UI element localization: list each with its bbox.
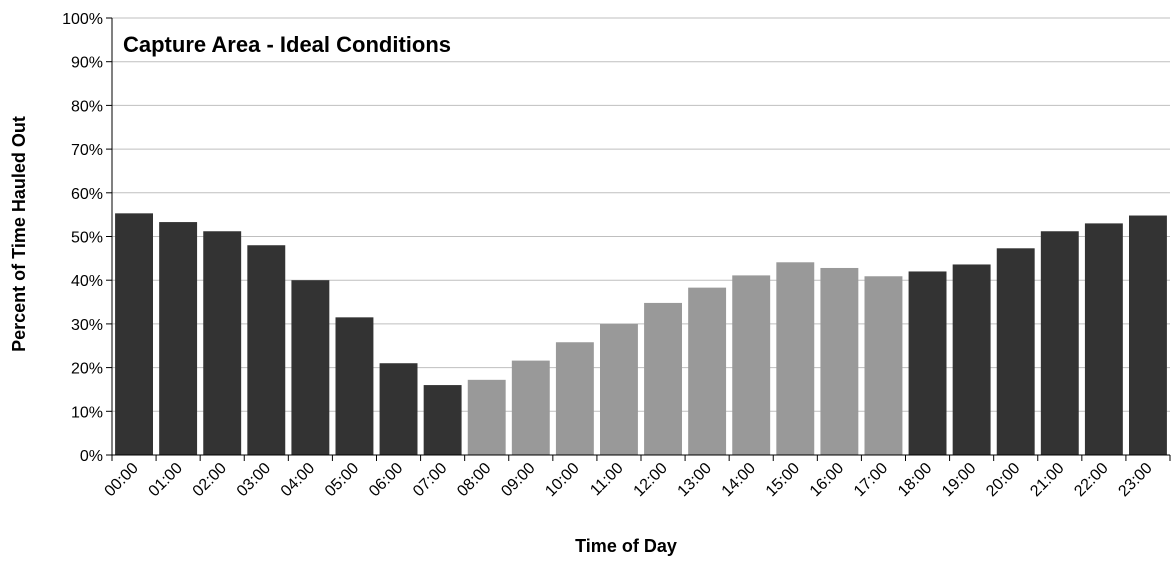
bar	[688, 287, 727, 455]
x-tick-label: 20:00	[983, 460, 1023, 500]
bar	[511, 360, 550, 455]
x-tick-label: 15:00	[763, 460, 803, 500]
bar	[247, 245, 286, 455]
bars	[115, 213, 1167, 455]
x-tick-label: 08:00	[454, 460, 494, 500]
x-tick-label: 00:00	[102, 460, 142, 500]
bar	[952, 264, 991, 455]
bar	[644, 302, 682, 455]
axes	[106, 17, 1171, 461]
y-tick-label: 80%	[71, 98, 103, 115]
y-tick-label: 30%	[71, 317, 103, 334]
y-tick-label: 50%	[71, 230, 103, 247]
x-tick-label: 19:00	[939, 460, 979, 500]
x-axis-title: Time of Day	[575, 536, 677, 556]
x-tick-label: 03:00	[234, 460, 274, 500]
y-tick-label: 40%	[71, 273, 103, 290]
bar	[732, 275, 771, 455]
chart-title: Capture Area - Ideal Conditions	[123, 32, 451, 57]
bar	[820, 267, 859, 455]
x-tick-labels: 00:00 01:00 02:00 03:00 04:00 05:00 06:00 07:00…	[102, 460, 1156, 500]
x-tick-label: 21:00	[1027, 460, 1067, 500]
bar	[203, 231, 242, 455]
x-tick-label: 06:00	[366, 460, 406, 500]
bar	[423, 385, 462, 455]
x-tick-label: 11:00	[587, 460, 627, 500]
bar	[115, 213, 153, 455]
x-tick-label: 02:00	[190, 460, 230, 500]
gridlines	[112, 17, 1170, 412]
x-tick-label: 10:00	[542, 460, 582, 500]
bar	[159, 222, 198, 455]
bar	[379, 363, 418, 455]
y-axis-title: Percent of Time Hauled Out	[9, 116, 29, 352]
x-tick-label: 13:00	[675, 460, 715, 500]
x-tick-label: 17:00	[851, 460, 891, 500]
y-tick-label: 70%	[71, 142, 103, 159]
bar	[335, 317, 374, 455]
bar	[908, 271, 947, 455]
bar	[1129, 215, 1167, 455]
y-tick-label: 90%	[71, 55, 103, 72]
bar	[600, 323, 638, 455]
y-tick-label: 100%	[62, 11, 103, 28]
x-tick-label: 14:00	[719, 460, 759, 500]
x-tick-label: 09:00	[498, 460, 538, 500]
y-tick-label: 0%	[80, 448, 103, 465]
x-tick-label: 16:00	[807, 460, 847, 500]
bar	[996, 248, 1035, 455]
x-tick-label: 22:00	[1071, 460, 1111, 500]
y-tick-label: 60%	[71, 186, 103, 203]
x-tick-label: 05:00	[322, 460, 362, 500]
x-tick-label: 04:00	[278, 460, 318, 500]
bar	[776, 262, 815, 455]
bar	[1040, 231, 1079, 455]
x-tick-label: 18:00	[895, 460, 935, 500]
x-tick-label: 07:00	[410, 460, 450, 500]
x-tick-label: 01:00	[146, 460, 186, 500]
y-tick-labels: 0% 10% 20% 30% 40% 50% 60% 70% 80% 90% 100%	[62, 11, 103, 465]
bar	[555, 342, 594, 455]
bar	[467, 379, 506, 455]
x-tick-label: 23:00	[1115, 460, 1155, 500]
bar	[1084, 223, 1123, 455]
x-tick-label: 12:00	[631, 460, 671, 500]
bar	[864, 276, 903, 455]
y-tick-label: 10%	[71, 404, 103, 421]
bar	[291, 280, 330, 455]
y-tick-label: 20%	[71, 361, 103, 378]
